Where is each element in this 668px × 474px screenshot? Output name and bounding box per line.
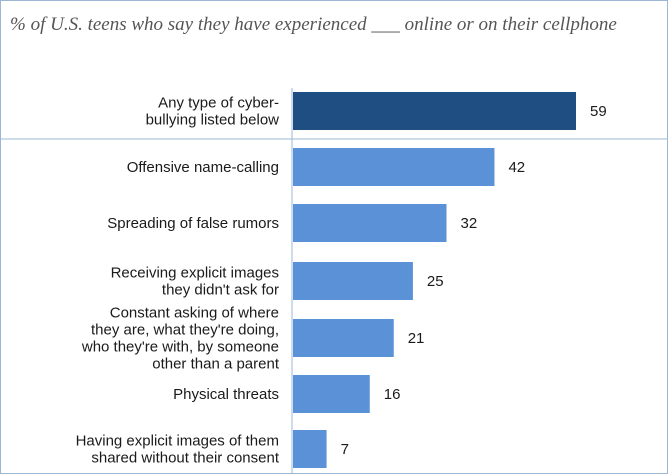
category-label-line: they are, what they're doing, [91,322,279,339]
category-label-line: Spreading of false rumors [107,215,279,232]
category-label-line: Constant asking of where [110,305,279,322]
category-label: Offensive name-calling [127,159,279,176]
value-label: 42 [508,159,525,176]
category-label-line: bullying listed below [146,112,280,129]
bar [293,92,576,130]
category-label-line: Any type of cyber- [158,95,279,112]
category-label-line: shared without their consent [91,450,279,467]
bar [293,375,370,413]
bar [293,262,413,300]
category-label-line: Receiving explicit images [111,265,279,282]
value-label: 25 [427,273,444,290]
bar [293,148,495,186]
chart-title: % of U.S. teens who say they have experi… [10,14,617,35]
category-label-line: other than a parent [152,356,280,373]
bar [293,430,327,468]
category-label: Constant asking of where they are, what t… [81,305,280,373]
value-label: 16 [384,386,401,403]
category-label: Receiving explicit images they didn't ask… [111,265,279,299]
value-label: 21 [408,330,425,347]
value-label: 7 [341,441,349,458]
bar [293,319,394,357]
bar [293,204,447,242]
category-label-line: Physical threats [173,386,279,403]
category-label-line: Having explicit images of them [76,433,279,450]
category-label-line: who they're with, by someone [81,339,279,356]
category-label: Physical threats [173,386,279,403]
category-label: Spreading of false rumors [107,215,279,232]
value-label: 32 [460,215,477,232]
category-label-line: Offensive name-calling [127,159,279,176]
category-label-line: they didn't ask for [162,282,279,299]
category-label: Having explicit images of them shared wit… [76,433,280,467]
value-label: 59 [590,103,607,120]
category-label: Any type of cyber-bullying listed below [146,95,280,129]
